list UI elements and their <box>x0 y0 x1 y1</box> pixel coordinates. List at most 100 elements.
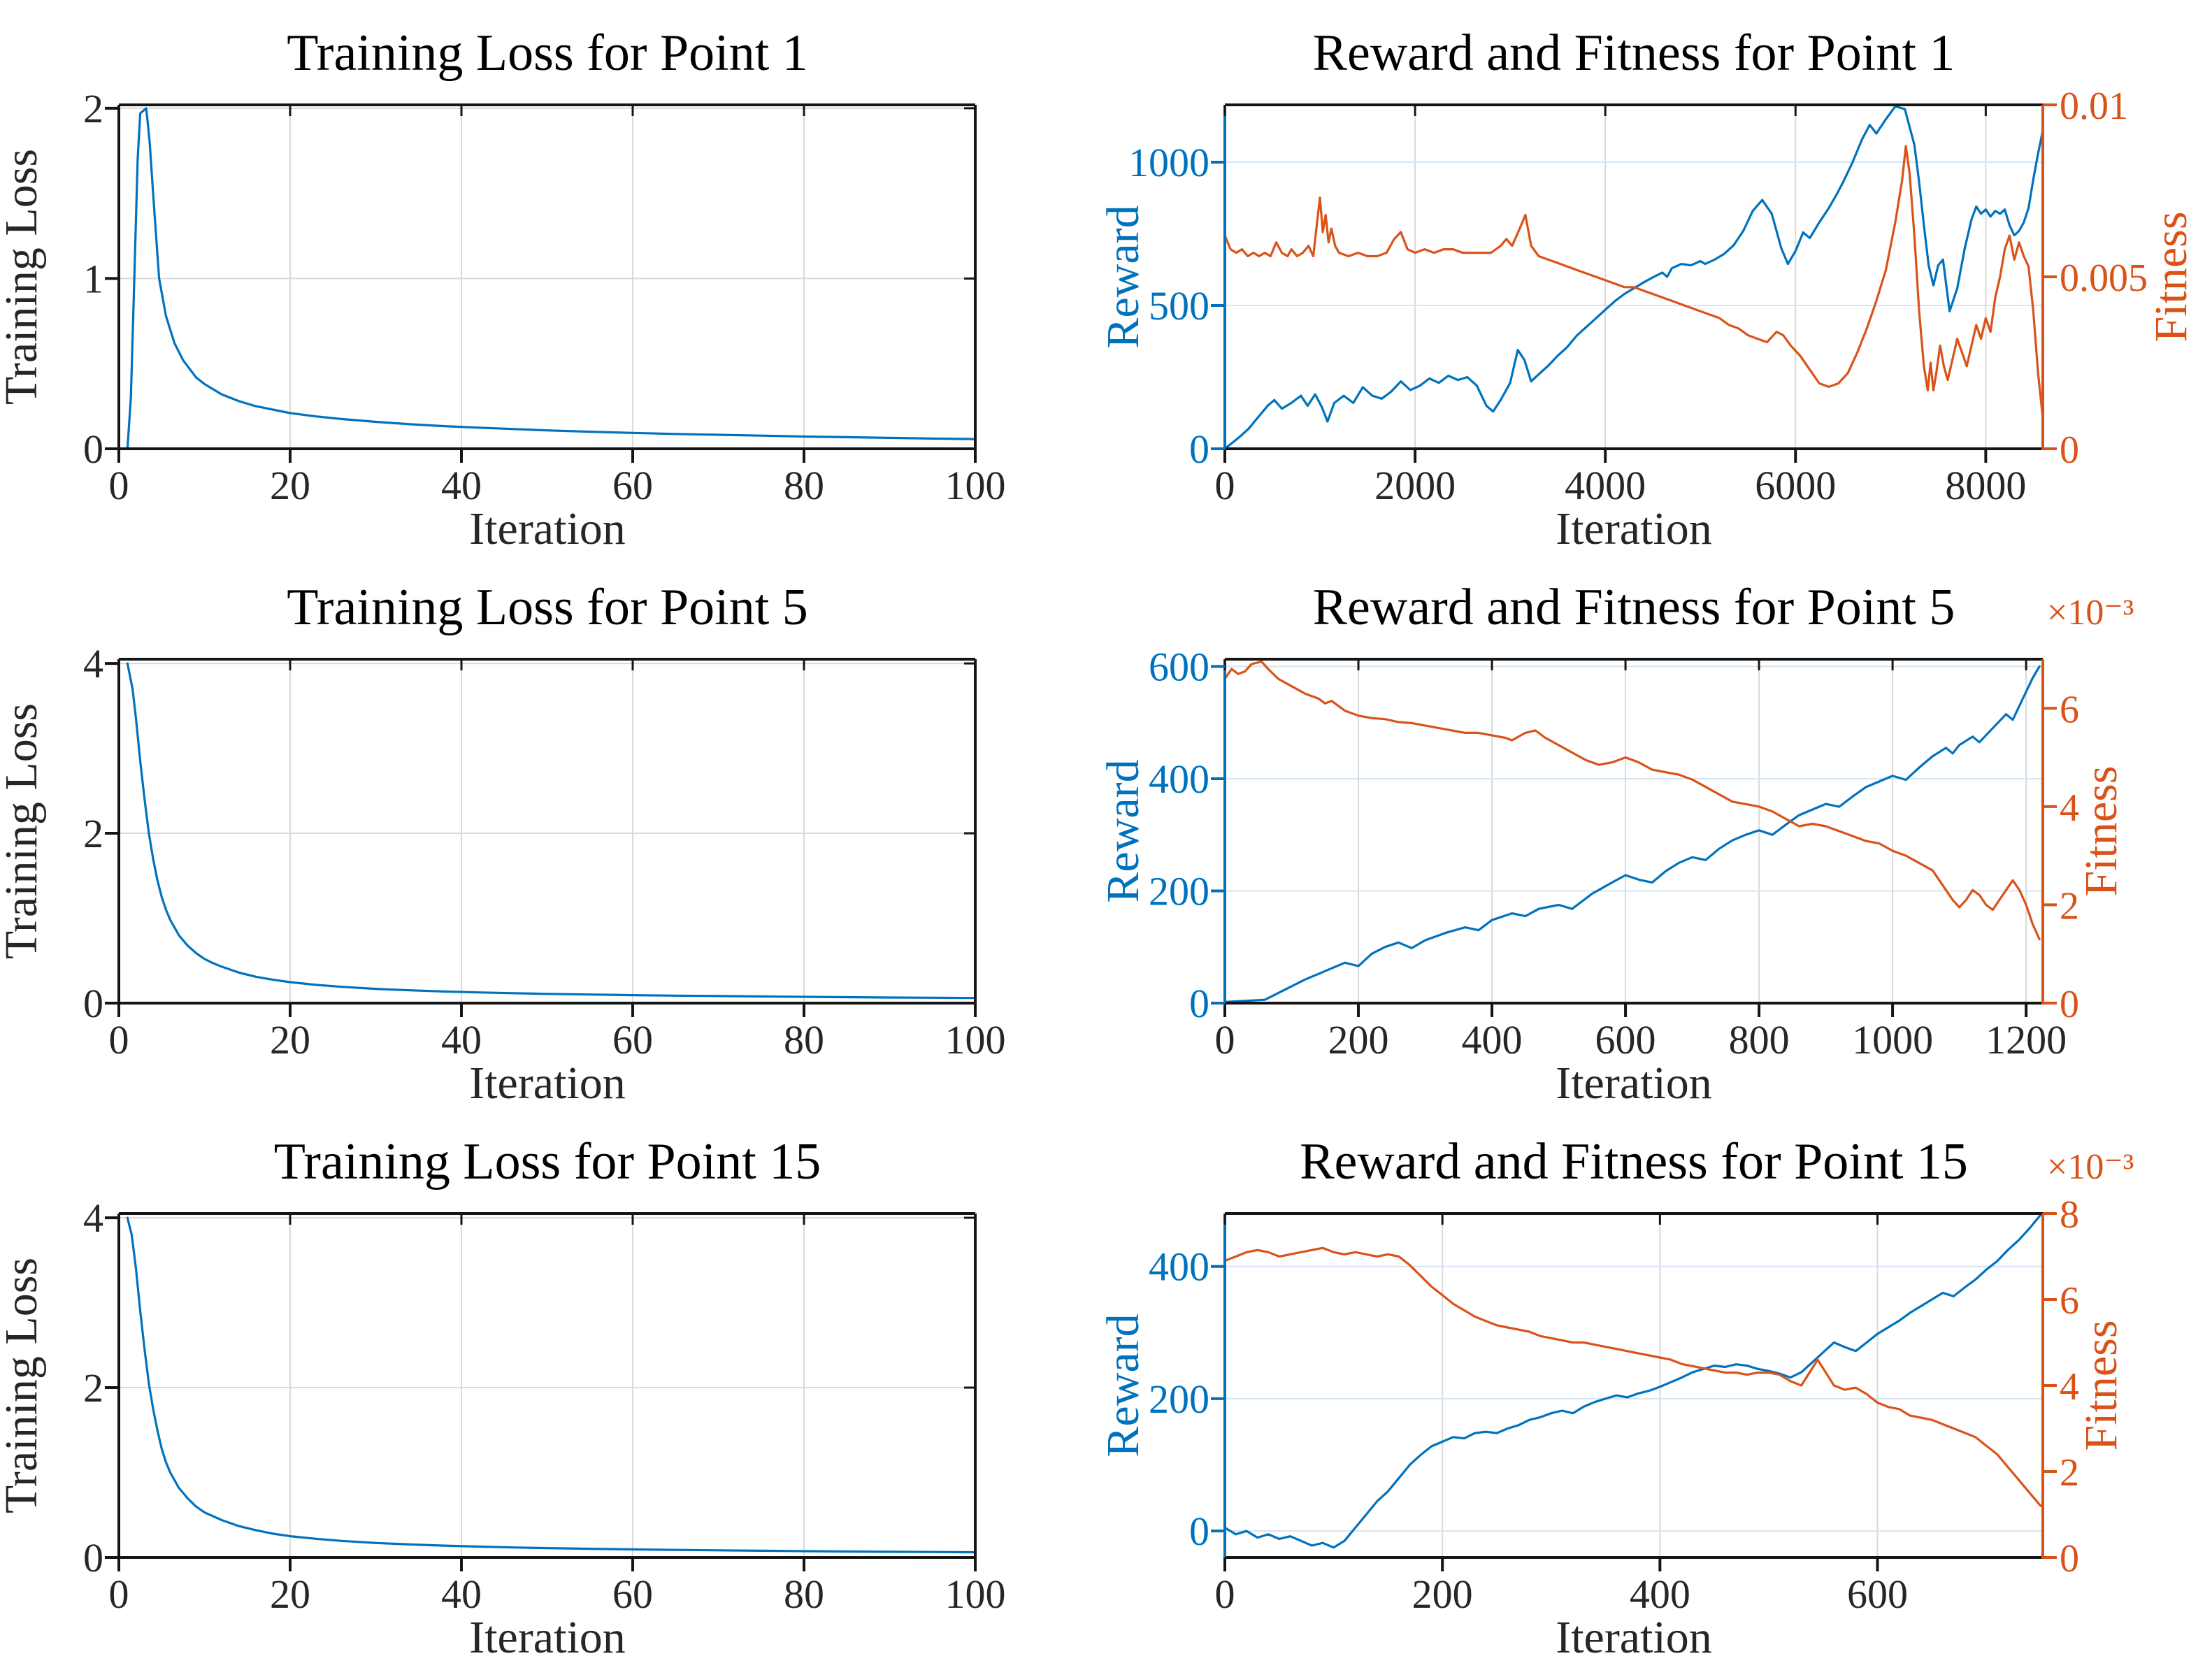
left-y-axis-label: Reward <box>1106 759 1149 902</box>
chart-title: Reward and Fitness for Point 1 <box>1313 24 1955 82</box>
plot-canvas-reward-fitness-point-1: 0 2000 4000 6000 8000 0 500 1000 0 0.005 0.01 Rewa… <box>1106 24 2197 554</box>
x-tick-label: 8000 <box>1945 463 2026 508</box>
series-line-reward <box>1224 665 2041 1004</box>
tick-labels: 0 20 40 60 80 100 0 2 4 <box>83 1195 1006 1617</box>
grid-lines <box>119 1214 976 1557</box>
series-line-reward <box>1224 105 2044 450</box>
plot-canvas-training-loss-point-1: 0 20 40 60 80 100 0 1 2 Training Loss for Point … <box>0 24 1006 554</box>
y-tick-label: 2 <box>83 1365 103 1411</box>
chart-layer: 0 20 40 60 80 100 0 1 2 <box>83 86 1006 508</box>
series-line-fitness <box>1224 660 2041 941</box>
x-axis-label: Iteration <box>1556 1058 1712 1109</box>
y-tick-label: 400 <box>1149 1244 1209 1290</box>
right-y-axis-label: Fitness <box>2076 1320 2127 1450</box>
series-layer <box>126 107 976 450</box>
series-layer <box>126 662 976 1000</box>
series-line-training-loss <box>126 1216 976 1554</box>
y-axis-label: Training Loss <box>0 149 47 405</box>
y-tick-label: 4 <box>83 641 103 686</box>
grid-lines <box>1225 105 2043 449</box>
subplot-reward-fitness-point-5: 0 200 400 600 800 1000 1200 0 200 400 600 0 2 4 6 Rewa… <box>1106 554 2212 1109</box>
x-tick-label: 20 <box>270 1571 310 1617</box>
tick-labels: 0 200 400 600 0 200 400 0 2 4 6 8 <box>1149 1193 2079 1617</box>
series-line-reward <box>1224 1214 2042 1549</box>
right-y-tick-label: 4 <box>2060 1365 2079 1409</box>
x-axis-label: Iteration <box>469 1612 626 1663</box>
left-y-axis-label: Reward <box>1106 205 1149 348</box>
plot-canvas-training-loss-point-5: 0 20 40 60 80 100 0 2 4 Training Loss for Point … <box>0 579 1006 1109</box>
axes <box>105 658 977 1017</box>
subplot-reward-fitness-point-15: 0 200 400 600 0 200 400 0 2 4 6 8 Reward and Fitnes… <box>1106 1109 2212 1663</box>
x-tick-label: 40 <box>441 463 482 508</box>
x-tick-label: 60 <box>612 1017 653 1063</box>
y-axis-label: Training Loss <box>0 1258 47 1513</box>
series-line-fitness <box>1224 1246 2042 1507</box>
axes <box>1211 1212 2057 1571</box>
chart-title: Training Loss for Point 15 <box>274 1133 821 1190</box>
y-tick-label: 2 <box>83 86 103 131</box>
grid-lines <box>119 105 976 449</box>
x-tick-label: 80 <box>784 1571 824 1617</box>
x-tick-label: 400 <box>1630 1571 1690 1617</box>
x-tick-label: 0 <box>109 1017 129 1063</box>
x-tick-label: 40 <box>441 1017 482 1063</box>
tick-labels: 0 20 40 60 80 100 0 2 4 <box>83 641 1006 1063</box>
chart-layer: 0 20 40 60 80 100 0 2 4 <box>83 1195 1006 1617</box>
y-tick-label: 2 <box>83 811 103 856</box>
chart-title: Training Loss for Point 5 <box>287 579 808 636</box>
chart-title: Reward and Fitness for Point 5 <box>1313 579 1955 636</box>
x-tick-label: 0 <box>109 1571 129 1617</box>
x-tick-label: 6000 <box>1755 463 1836 508</box>
right-y-tick-label: 0.01 <box>2060 85 2128 128</box>
right-y-axis-label: Fitness <box>2076 765 2127 896</box>
x-tick-label: 200 <box>1328 1017 1389 1063</box>
right-y-tick-label: 0 <box>2060 1537 2079 1581</box>
y-tick-label: 200 <box>1149 868 1209 914</box>
x-tick-label: 20 <box>270 463 310 508</box>
axes <box>105 1212 977 1571</box>
chart-title: Training Loss for Point 1 <box>287 24 808 82</box>
x-tick-label: 100 <box>945 463 1006 508</box>
x-tick-label: 0 <box>1215 1571 1235 1617</box>
plot-canvas-reward-fitness-point-15: 0 200 400 600 0 200 400 0 2 4 6 8 Reward and Fitnes… <box>1106 1133 2134 1663</box>
series-line-training-loss <box>126 662 976 1000</box>
y-tick-label: 500 <box>1149 283 1209 329</box>
right-y-axis-label: Fitness <box>2146 211 2197 342</box>
x-tick-label: 400 <box>1462 1017 1523 1063</box>
x-axis-label: Iteration <box>469 503 626 554</box>
x-tick-label: 2000 <box>1374 463 1456 508</box>
y-tick-label: 0 <box>83 981 103 1026</box>
series-line-training-loss <box>126 107 976 450</box>
x-tick-label: 60 <box>612 1571 653 1617</box>
y-tick-label: 0 <box>83 1535 103 1581</box>
right-y-tick-label: 0 <box>2060 429 2079 472</box>
x-tick-label: 60 <box>612 463 653 508</box>
x-axis-label: Iteration <box>469 1058 626 1109</box>
x-tick-label: 600 <box>1595 1017 1656 1063</box>
x-tick-label: 4000 <box>1565 463 1646 508</box>
series-line-fitness <box>1224 145 2044 419</box>
right-y-tick-label: 2 <box>2060 884 2079 928</box>
x-tick-label: 0 <box>1215 463 1235 508</box>
right-y-tick-label: 6 <box>2060 1279 2079 1323</box>
axes <box>1211 658 2057 1017</box>
axis-exponent-label: ×10⁻³ <box>2047 1147 2134 1187</box>
x-tick-label: 100 <box>945 1571 1006 1617</box>
series-layer <box>1224 660 2041 1004</box>
subplot-reward-fitness-point-1: 0 2000 4000 6000 8000 0 500 1000 0 0.005 0.01 Rewa… <box>1106 0 2212 554</box>
chart-layer: 0 20 40 60 80 100 0 2 4 <box>83 641 1006 1063</box>
y-tick-label: 1000 <box>1128 140 1209 185</box>
left-y-axis-label: Reward <box>1106 1313 1149 1457</box>
x-axis-label: Iteration <box>1556 503 1712 554</box>
subplot-training-loss-point-5: 0 20 40 60 80 100 0 2 4 Training Loss for Point … <box>0 554 1106 1109</box>
y-tick-label: 0 <box>1189 426 1209 472</box>
right-y-tick-label: 2 <box>2060 1451 2079 1495</box>
grid-lines <box>1225 1214 2043 1557</box>
y-tick-label: 0 <box>1189 981 1209 1026</box>
axis-exponent-label: ×10⁻³ <box>2047 593 2134 633</box>
right-y-tick-label: 6 <box>2060 688 2079 731</box>
